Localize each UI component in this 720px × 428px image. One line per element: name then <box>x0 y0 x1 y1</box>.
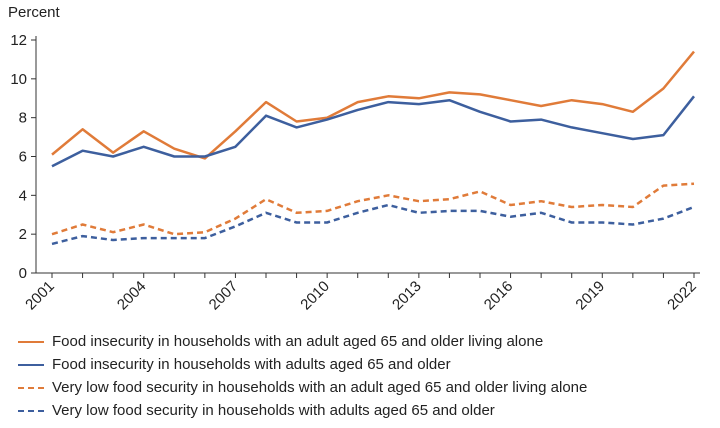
x-tick-label: 2007 <box>206 278 242 314</box>
legend: Food insecurity in households with an ad… <box>18 330 587 422</box>
legend-label: Food insecurity in households with an ad… <box>52 333 544 350</box>
legend-swatch <box>18 409 44 412</box>
series-line-1 <box>51 50 695 160</box>
y-axis-title: Percent <box>8 4 60 21</box>
series-lines <box>51 50 695 246</box>
series-line-4 <box>51 203 695 246</box>
axes: 0 2 4 6 8 10 12 2001 2004 2007 2010 2013 2016 2019 202… <box>10 32 700 313</box>
x-tick-label: 2010 <box>297 278 333 314</box>
y-tick-label: 4 <box>19 187 27 204</box>
series-line-2 <box>51 95 695 168</box>
legend-label: Food insecurity in households with adult… <box>52 356 451 373</box>
y-tick-label: 8 <box>19 110 27 127</box>
legend-item: Very low food security in households wit… <box>18 399 587 422</box>
y-tick-label: 6 <box>19 149 27 166</box>
x-tick-label: 2001 <box>22 278 58 314</box>
series-line-3 <box>51 182 695 236</box>
x-tick-label: 2016 <box>481 278 517 314</box>
y-tick-label: 0 <box>19 265 27 282</box>
legend-swatch <box>18 386 44 389</box>
line-chart: 0 2 4 6 8 10 12 2001 2004 2007 2010 2013 2016 2019 202… <box>10 32 700 313</box>
legend-label: Very low food security in households wit… <box>52 379 588 396</box>
legend-item: Food insecurity in households with an ad… <box>18 330 587 353</box>
legend-swatch <box>18 340 44 343</box>
x-tick-label: 2013 <box>389 278 425 314</box>
legend-swatch <box>18 363 44 366</box>
y-tick-label: 12 <box>10 32 27 49</box>
x-tick-label: 2004 <box>114 278 150 314</box>
y-tick-label: 2 <box>19 226 27 243</box>
legend-label: Very low food security in households wit… <box>52 402 495 419</box>
x-tick-label: 2022 <box>664 278 700 314</box>
legend-item: Food insecurity in households with adult… <box>18 353 587 376</box>
y-tick-label: 10 <box>10 71 27 88</box>
x-tick-label: 2019 <box>572 278 608 314</box>
legend-item: Very low food security in households wit… <box>18 376 587 399</box>
